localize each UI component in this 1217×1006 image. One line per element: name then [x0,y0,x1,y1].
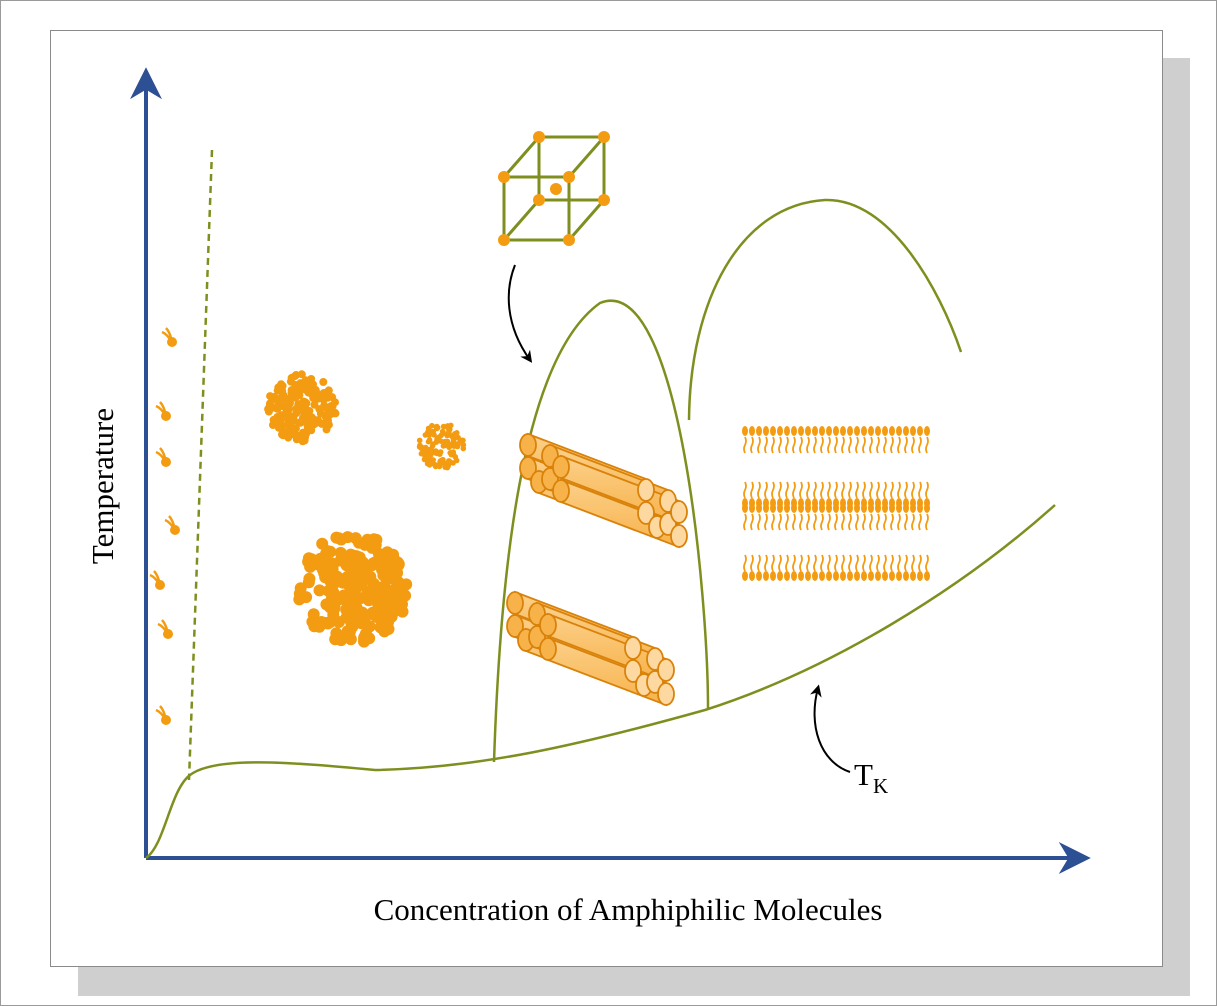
krafft-boundary-curve [145,504,1056,860]
micelle-medium [264,370,340,446]
cubic-lattice-icon [502,135,606,242]
surfactant-molecule [155,401,171,421]
cubic-phase-arrow [507,264,533,363]
surfactant-molecule [149,570,165,590]
x-axis-label: Concentration of Amphiphilic Molecules [374,892,883,927]
surfactant-molecule [157,619,173,639]
surfactant-molecule [155,705,171,725]
surfactant-molecule [164,515,180,535]
lamellar-bilayer [742,426,930,508]
surfactant-molecule [161,327,177,347]
micelle-large [293,531,413,648]
krafft-label: TK [854,757,888,798]
cubic-lattice-nodes [498,131,610,246]
hexagonal-phase-boundary [492,299,710,763]
hexagonal-rod-bundle-lower [506,590,675,707]
hexagonal-rod-bundle-upper [519,432,688,549]
cmc-dashed-line [187,149,214,781]
krafft-arrow [810,684,851,773]
lamellar-bilayer-stack [742,426,930,581]
y-axis-label: Temperature [85,408,120,564]
surfactant-molecule [155,447,171,467]
lamellar-bilayer [742,503,930,581]
micelle-small [416,422,467,471]
free-molecules [149,327,180,725]
lamellar-phase-boundary [687,198,963,421]
